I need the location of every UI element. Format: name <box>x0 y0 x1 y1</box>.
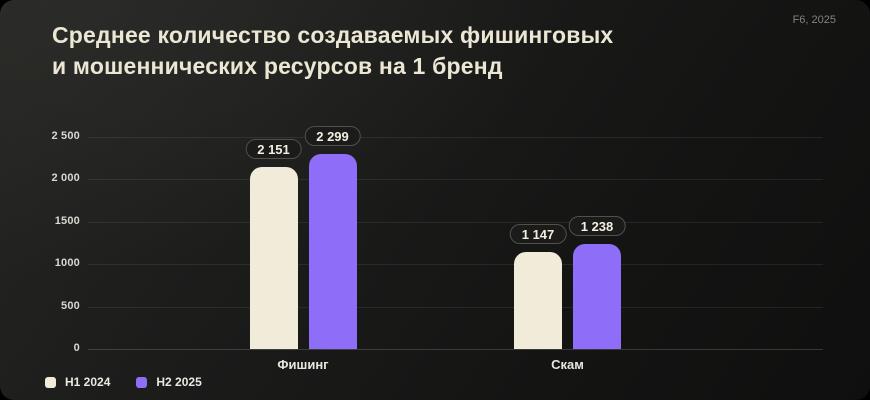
gridline-2500 <box>88 137 823 138</box>
value-badge-Скам-H1-2024: 1 147 <box>509 223 567 244</box>
legend-swatch-icon <box>136 376 148 388</box>
chart-title-line2: и мошеннических ресурсов на 1 бренд <box>52 53 503 79</box>
value-badge-Скам-H2-2025: 1 238 <box>568 216 626 237</box>
y-axis-tick-1000: 1000 <box>54 257 80 270</box>
gridline-500 <box>88 306 823 308</box>
y-axis-tick-1500: 1500 <box>54 214 80 227</box>
legend-item-H1-2024: H1 2024 <box>45 375 110 389</box>
bar-Скам-H1-2024 <box>514 251 562 349</box>
chart-title: Среднее количество создаваемых фишинговы… <box>52 20 613 82</box>
y-axis-tick-2500: 2 500 <box>51 130 80 142</box>
legend-swatch-icon <box>45 376 56 388</box>
legend-item-H2-2025: H2 2025 <box>136 375 202 389</box>
y-axis-tick-500: 500 <box>61 299 80 312</box>
legend: H1 2024 H2 2025 <box>45 375 202 389</box>
bar-Скам-H2-2025 <box>573 244 621 349</box>
x-axis-label-Фишинг: Фишинг <box>277 357 329 372</box>
gridline-0 <box>88 349 823 350</box>
bar-Фишинг-H2-2025 <box>308 154 357 349</box>
legend-label: H2 2025 <box>156 375 202 389</box>
chart-title-line1: Среднее количество создаваемых фишинговы… <box>52 22 614 48</box>
x-axis-label-Скам: Скам <box>551 357 584 372</box>
value-badge-Фишинг-H2-2025: 2 299 <box>304 126 361 147</box>
legend-label: H1 2024 <box>65 375 111 389</box>
gridline-1500 <box>88 221 823 223</box>
gridline-2000 <box>88 179 823 181</box>
source-attribution: F6, 2025 <box>792 14 836 26</box>
y-axis-tick-2000: 2 000 <box>51 172 80 185</box>
bar-Фишинг-H1-2024 <box>249 166 298 349</box>
gridline-1000 <box>88 264 823 266</box>
value-badge-Фишинг-H1-2024: 2 151 <box>245 138 302 159</box>
plot-area: 2 151 2 299 Фишинг 1 147 1 238 Скам <box>88 126 823 372</box>
y-axis-tick-0: 0 <box>73 342 80 354</box>
